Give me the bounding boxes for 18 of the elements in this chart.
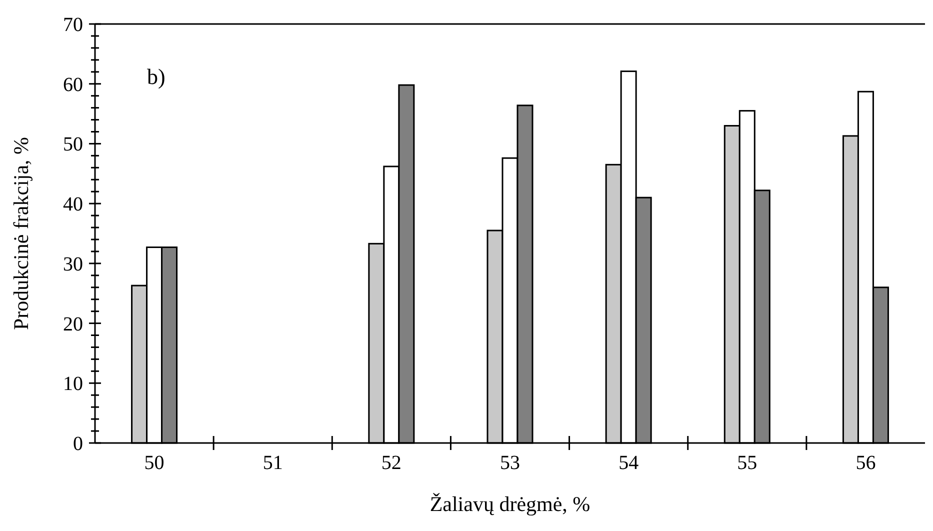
y-axis-title: Produkcinė frakcija, % [9, 136, 33, 330]
x-tick-label: 56 [856, 452, 876, 474]
y-tick-label: 70 [63, 14, 83, 36]
x-tick-label: 55 [737, 452, 758, 474]
x-tick-label: 54 [618, 452, 639, 474]
y-tick-label: 0 [73, 433, 83, 455]
x-tick-label: 50 [144, 452, 164, 474]
y-tick-label: 10 [63, 373, 83, 396]
annotation: b) [147, 64, 166, 89]
y-tick-label: 30 [63, 253, 83, 276]
y-tick-label: 60 [63, 74, 83, 96]
x-tick-label: 53 [500, 452, 520, 474]
x-tick-label: 51 [262, 452, 283, 474]
y-tick-label: 40 [63, 194, 83, 216]
x-axis-title: Žaliavų drėgmė, % [430, 492, 590, 516]
y-tick-label: 50 [63, 134, 83, 156]
x-tick-label: 52 [381, 452, 402, 474]
y-tick-label: 20 [63, 313, 83, 336]
